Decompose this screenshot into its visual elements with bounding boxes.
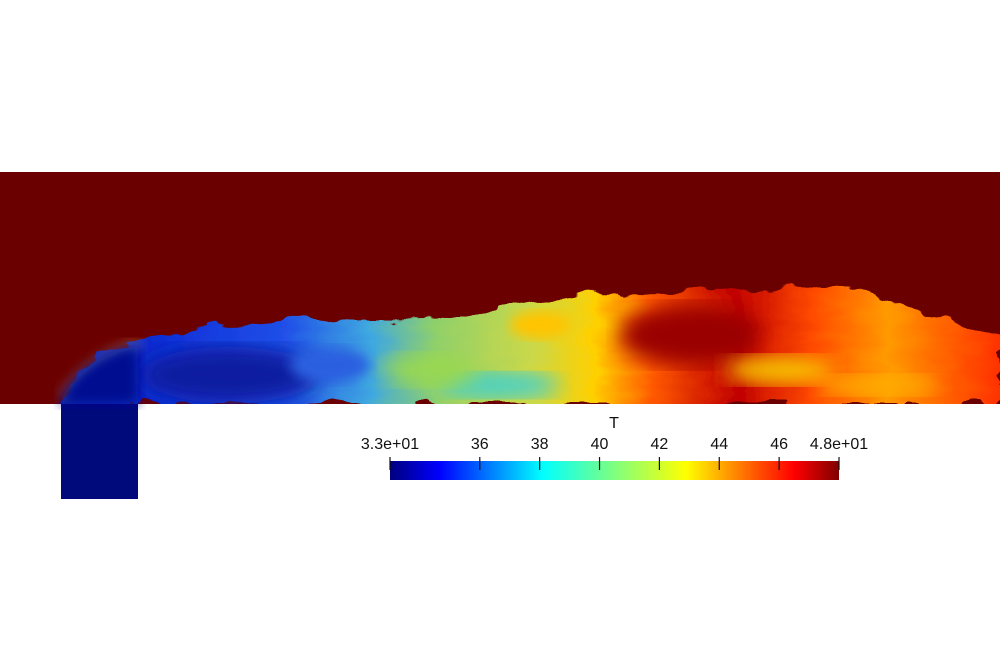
scalar-bar-gradient [390,461,839,480]
cold-patch-2 [290,347,370,383]
warm-patch-1 [510,311,570,339]
scalar-bar-tick-label: 44 [710,436,728,453]
cold-patch [140,347,320,403]
scalar-bar-title: T [609,415,619,432]
warm-patch-3 [820,375,940,395]
hot-core-patch [620,305,760,365]
inlet-pipe [61,404,138,499]
scalar-bar-ticks: 3.3e+01 36 38 40 42 44 46 4.8e+01 [361,436,868,470]
scalar-bar-tick-label: 4.8e+01 [810,436,868,453]
cyan-patch [440,373,560,397]
inlet-jet [61,346,138,404]
scalar-bar-tick-label: 3.3e+01 [361,436,419,453]
scalar-bar-tick-label: 46 [770,436,788,453]
scalar-bar-tick-label: 40 [591,436,609,453]
warm-patch-2 [725,356,835,384]
green-patch [385,354,475,386]
scalar-bar: T 3.3e+01 36 38 40 42 44 46 4.8e+01 [361,415,868,480]
scalar-bar-tick-label: 42 [651,436,669,453]
scalar-bar-tick-label: 38 [531,436,549,453]
scalar-bar-tick-label: 36 [471,436,489,453]
